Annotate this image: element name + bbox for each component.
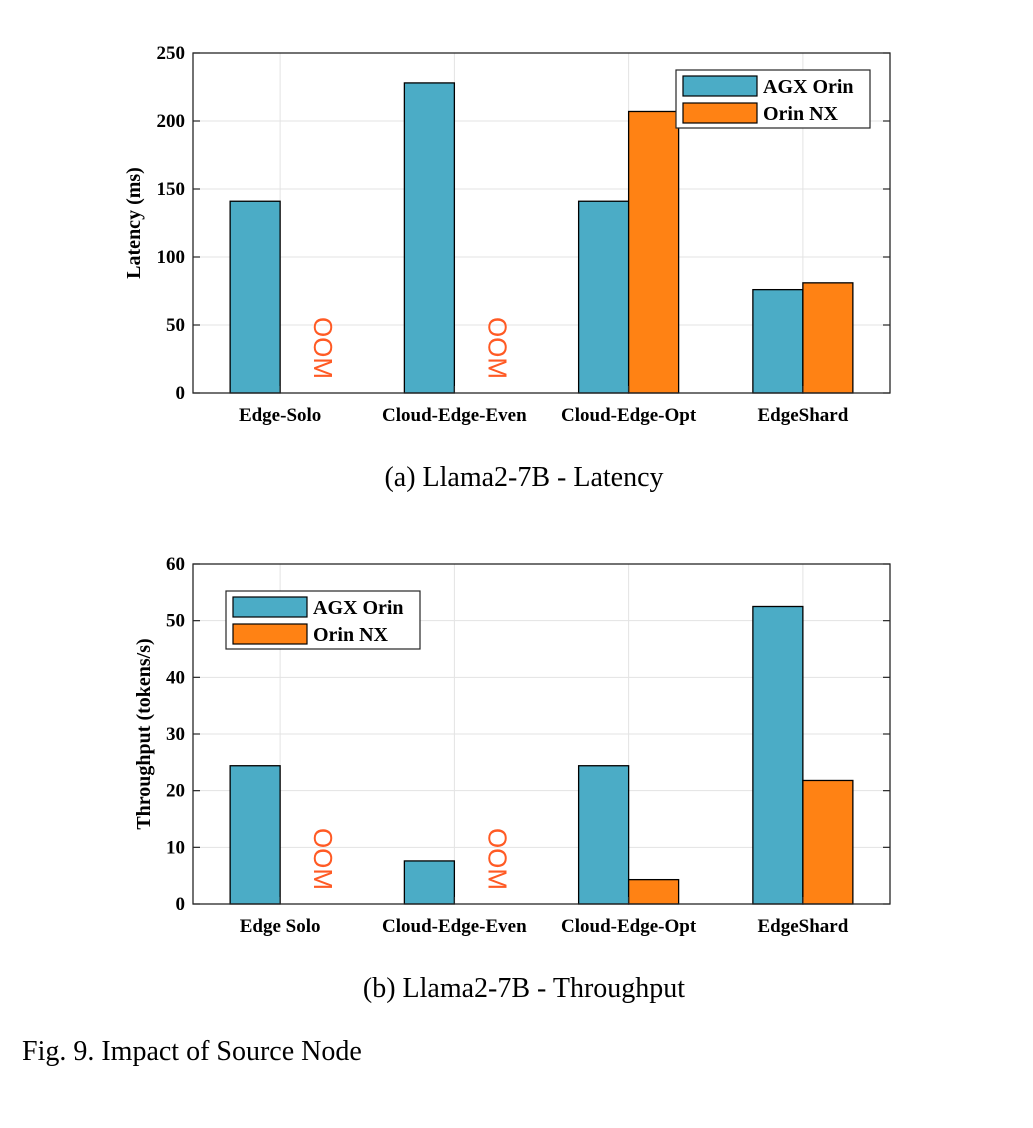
oom-annotation: OOM — [308, 317, 338, 379]
bar-orin-nx — [629, 111, 679, 393]
legend-swatch — [233, 624, 307, 644]
y-tick-label: 250 — [157, 43, 186, 64]
x-tick-label: Cloud-Edge-Even — [382, 405, 527, 426]
legend-label: Orin NX — [763, 103, 839, 125]
y-tick-label: 100 — [157, 247, 186, 268]
bar-agx-orin — [579, 201, 629, 393]
bar-orin-nx — [803, 780, 853, 904]
subfigure-caption: (a) Llama2-7B - Latency — [384, 462, 663, 493]
bar-agx-orin — [404, 861, 454, 904]
y-tick-label: 0 — [176, 894, 186, 915]
bar-agx-orin — [753, 607, 803, 905]
y-tick-label: 0 — [176, 383, 186, 404]
subfigure-caption: (b) Llama2-7B - Throughput — [363, 973, 685, 1004]
legend-swatch — [233, 597, 307, 617]
chart-throughput: 0 10 20 30 40 50 60 Edge Solo Cloud-Edge-Even Clo… — [133, 554, 890, 1004]
bar-orin-nx — [803, 283, 853, 393]
y-tick-label: 200 — [157, 111, 186, 132]
y-tick-label: 20 — [166, 781, 185, 802]
bar-orin-nx — [629, 880, 679, 904]
legend-label: AGX Orin — [763, 76, 854, 98]
legend-swatch — [683, 76, 757, 96]
y-axis-label: Latency (ms) — [123, 167, 145, 279]
bar-agx-orin — [230, 766, 280, 904]
y-tick-label: 50 — [166, 611, 185, 632]
oom-annotation: OOM — [482, 317, 512, 379]
figure-caption: Fig. 9. Impact of Source Node — [22, 1036, 362, 1068]
y-tick-label: 40 — [166, 667, 185, 688]
bar-agx-orin — [404, 83, 454, 393]
legend-label: Orin NX — [313, 624, 389, 646]
oom-annotation: OOM — [308, 828, 338, 890]
bar-agx-orin — [753, 290, 803, 393]
x-tick-label: Edge Solo — [240, 916, 321, 937]
legend-swatch — [683, 103, 757, 123]
legend: AGX Orin Orin NX — [676, 70, 870, 128]
y-tick-label: 60 — [166, 554, 185, 575]
chart-latency: 0 50 100 150 200 250 Edge-Solo Cloud-Edge-Even C… — [123, 43, 890, 493]
x-tick-label: EdgeShard — [757, 405, 848, 426]
legend-label: AGX Orin — [313, 597, 404, 619]
oom-annotation: OOM — [482, 828, 512, 890]
y-tick-label: 150 — [157, 179, 186, 200]
y-tick-label: 30 — [166, 724, 185, 745]
x-tick-label: Cloud-Edge-Opt — [561, 916, 697, 937]
bar-agx-orin — [579, 766, 629, 904]
x-tick-label: Edge-Solo — [239, 405, 321, 426]
x-tick-label: Cloud-Edge-Opt — [561, 405, 697, 426]
legend: AGX Orin Orin NX — [226, 591, 420, 649]
x-tick-label: EdgeShard — [757, 916, 848, 937]
y-tick-label: 50 — [166, 315, 185, 336]
y-tick-label: 10 — [166, 837, 185, 858]
y-axis-label: Throughput (tokens/s) — [133, 638, 155, 829]
bar-agx-orin — [230, 201, 280, 393]
x-tick-label: Cloud-Edge-Even — [382, 916, 527, 937]
